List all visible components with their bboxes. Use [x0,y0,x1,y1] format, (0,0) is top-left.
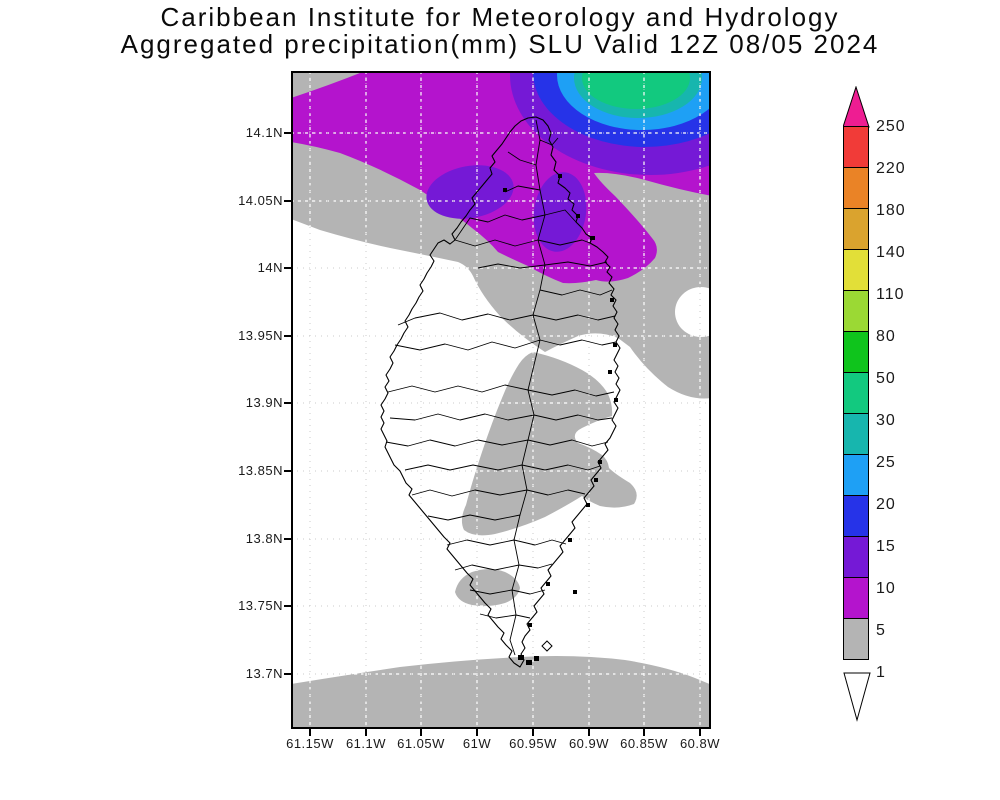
title-line-1: Caribbean Institute for Meteorology and … [160,2,840,32]
colorbar-label-140: 140 [876,244,906,261]
colorbar-seg-5-10 [843,577,869,619]
colorbar-label-15: 15 [876,538,896,555]
colorbar-label-20: 20 [876,496,896,513]
lon-tick [532,729,534,736]
colorbar-seg-20-25 [843,454,869,496]
lon-label-61-15W: 61.15W [286,736,334,751]
precipitation-contour-map [291,71,711,729]
lat-tick [284,673,292,675]
lon-tick [643,729,645,736]
colorbar-label-25: 25 [876,454,896,471]
lon-label-61-1W: 61.1W [345,736,387,751]
colorbar-label-30: 30 [876,412,896,429]
lon-tick [699,729,701,736]
lon-label-60-8W: 60.8W [679,736,721,751]
lat-label-13-95N: 13.95N [238,328,283,343]
colorbar-seg-10-15 [843,536,869,578]
title-line-2: Aggregated precipitation(mm) SLU Valid 1… [120,29,880,59]
colorbar-seg-80-110 [843,290,869,332]
colorbar-label-5: 5 [876,622,886,639]
lat-tick [284,200,292,202]
map-border [291,71,711,729]
contour-white-hole-east [675,287,711,337]
lat-label-14N: 14N [257,260,283,275]
offshore-islet [541,640,553,652]
lon-label-61-05W: 61.05W [397,736,445,751]
lat-label-13-75N: 13.75N [238,598,283,613]
colorbar [843,126,869,660]
colorbar-seg-110-140 [843,249,869,291]
colorbar-label-180: 180 [876,202,906,219]
lat-label-14-1N: 14.1N [245,125,283,140]
gridlines-gray [291,71,711,729]
colorbar-seg-25-30 [843,413,869,455]
map-plot-area [291,71,711,729]
colorbar-arrow-under-min [843,672,871,722]
lon-label-60-85W: 60.85W [620,736,668,751]
lat-tick [284,538,292,540]
colorbar-seg-1-5 [843,618,869,660]
lon-tick [420,729,422,736]
lon-label-60-95W: 60.95W [509,736,557,751]
colorbar-seg-30-50 [843,372,869,414]
colorbar-label-250: 250 [876,118,906,135]
settlement-marks [503,174,618,665]
contour-violet-blob-island-north [533,172,587,252]
lat-label-13-7N: 13.7N [245,666,283,681]
colorbar-label-110: 110 [876,286,905,303]
lon-label-60-9W: 60.9W [568,736,610,751]
colorbar-seg-220-250 [843,126,869,168]
colorbar-label-220: 220 [876,160,906,177]
lon-label-61W: 61W [462,736,492,751]
lon-tick [476,729,478,736]
contour-gray-south-center-spot [455,569,520,607]
lat-tick [284,605,292,607]
lat-label-13-9N: 13.9N [245,395,283,410]
colorbar-label-1: 1 [876,664,886,681]
colorbar-seg-50-80 [843,331,869,373]
contour-gray-central-blob [461,352,637,536]
contour-violet-blob-west [426,165,514,219]
lon-tick [588,729,590,736]
island-interior-boundaries [385,119,617,656]
colorbar-label-80: 80 [876,328,896,345]
colorbar-seg-15-20 [843,495,869,537]
lat-tick [284,470,292,472]
colorbar-seg-180-220 [843,167,869,209]
colorbar-arrow-over-max [843,86,870,128]
colorbar-label-10: 10 [876,580,896,597]
lat-label-13-85N: 13.85N [238,463,283,478]
saint-lucia-coastline [380,116,621,668]
lat-label-13-8N: 13.8N [245,531,283,546]
lat-label-14-05N: 14.05N [238,193,283,208]
colorbar-seg-140-180 [843,208,869,250]
lat-tick [284,402,292,404]
colorbar-label-50: 50 [876,370,896,387]
lat-tick [284,132,292,134]
lat-tick [284,267,292,269]
figure-title: Caribbean Institute for Meteorology and … [0,4,1000,58]
contour-green-30-50 [582,71,690,109]
lat-tick [284,335,292,337]
lon-tick [309,729,311,736]
lon-tick [365,729,367,736]
